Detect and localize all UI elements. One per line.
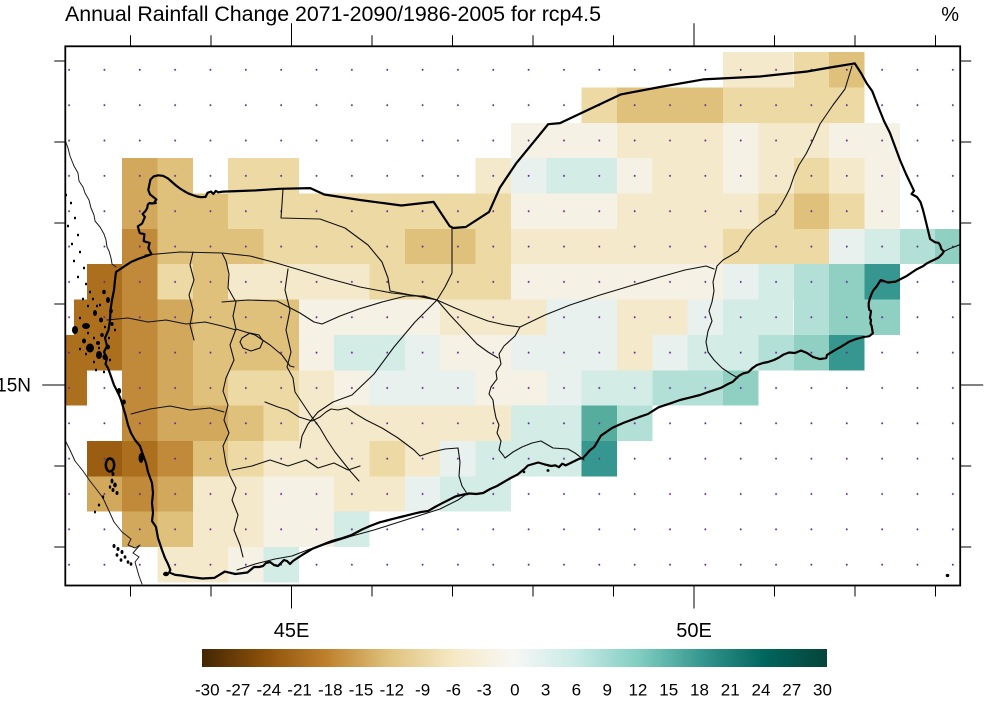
svg-text:0: 0 <box>510 681 519 699</box>
svg-text:-27: -27 <box>226 681 251 699</box>
svg-text:-12: -12 <box>380 681 405 699</box>
svg-text:21: 21 <box>721 681 740 699</box>
svg-text:-3: -3 <box>477 681 492 699</box>
svg-text:3: 3 <box>541 681 550 699</box>
svg-text:-9: -9 <box>415 681 430 699</box>
svg-text:Annual Rainfall Change 2071-20: Annual Rainfall Change 2071-2090/1986-20… <box>65 2 601 26</box>
svg-text:50E: 50E <box>676 620 712 642</box>
svg-text:12: 12 <box>628 681 647 699</box>
svg-text:27: 27 <box>782 681 801 699</box>
svg-text:9: 9 <box>602 681 611 699</box>
svg-text:45E: 45E <box>274 620 310 642</box>
svg-text:18: 18 <box>690 681 709 699</box>
svg-text:-24: -24 <box>257 681 282 699</box>
svg-text:-6: -6 <box>446 681 461 699</box>
svg-text:%: % <box>941 4 959 26</box>
svg-text:-15: -15 <box>349 681 374 699</box>
svg-text:30: 30 <box>813 681 832 699</box>
svg-text:24: 24 <box>752 681 771 699</box>
svg-text:15N: 15N <box>0 376 31 397</box>
svg-text:6: 6 <box>572 681 581 699</box>
svg-text:-21: -21 <box>287 681 312 699</box>
svg-text:-18: -18 <box>318 681 343 699</box>
svg-text:15: 15 <box>659 681 678 699</box>
svg-text:-30: -30 <box>195 681 220 699</box>
